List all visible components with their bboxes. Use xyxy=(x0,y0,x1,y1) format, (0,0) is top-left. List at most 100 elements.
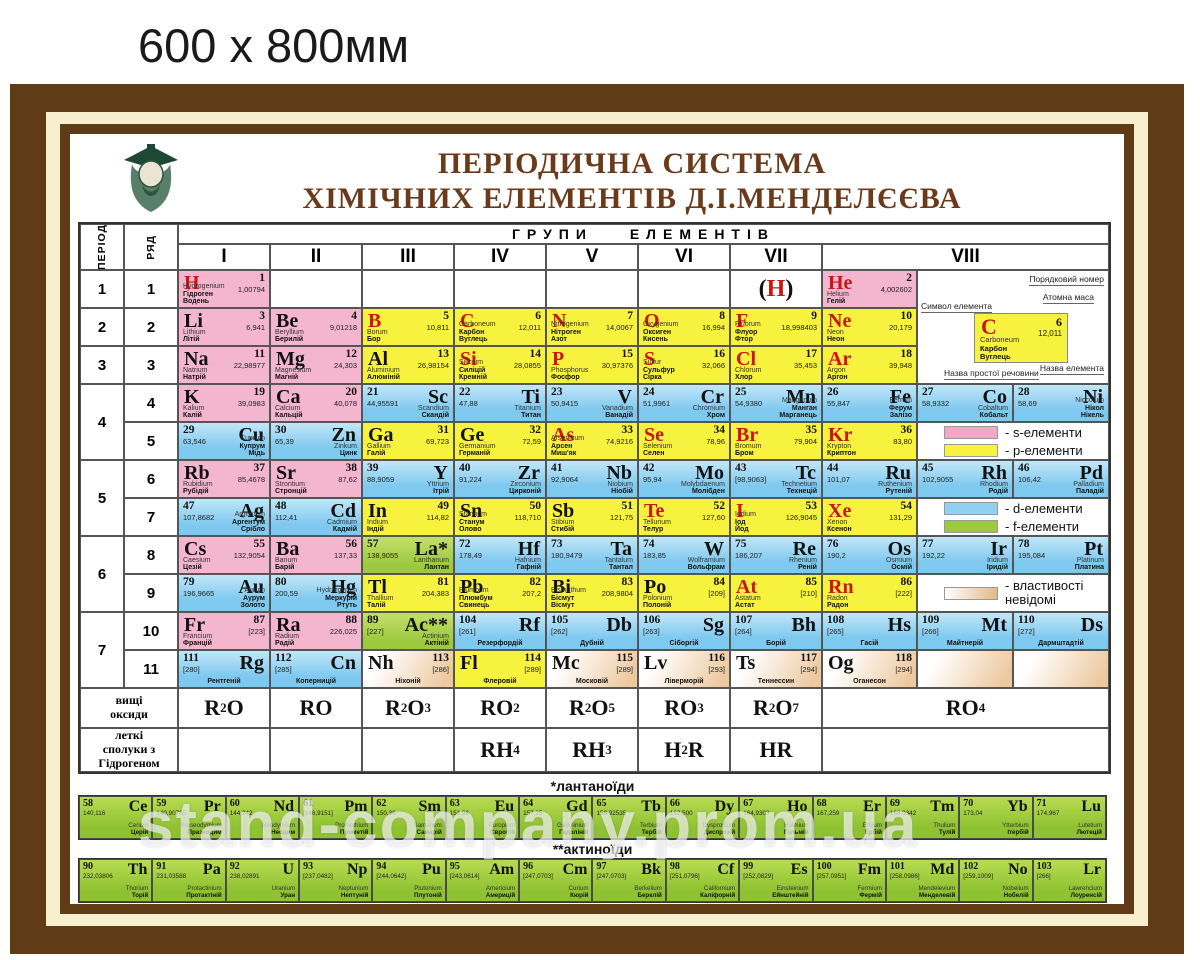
element-cell-Cn: Cn 112 [285] Коперницій xyxy=(270,650,362,688)
element-cell-I: I 53 126,9045 Iodium Іод Йод xyxy=(730,498,822,536)
sample-element-cell: C 6 12,011 Carboneum Карбон Вуглець xyxy=(974,313,1068,363)
element-cell-Fl: Fl 114 [289] Флеровій xyxy=(454,650,546,688)
element-cell-P: P 15 30,97376 Phosphorus Фосфор xyxy=(546,346,638,384)
period-number-4: 4 xyxy=(80,384,124,460)
element-cell-Cl: Cl 17 35,453 Chlorum Хлор xyxy=(730,346,822,384)
element-cell-Te: Te 52 127,60 Tellurium Телур xyxy=(638,498,730,536)
element-cell-Tm: 69 168,9342 Tm Thulium Тулій xyxy=(885,796,960,839)
element-cell-Tc: Tc 43 [98,9063] Technetium Технецій xyxy=(730,460,822,498)
element-cell-Nb: Nb 41 92,9064 Niobium Ніобій xyxy=(546,460,638,498)
legend-swatch xyxy=(944,519,998,533)
row-number-4: 4 xyxy=(124,384,178,422)
hydrogen-compound-formula xyxy=(362,728,454,772)
element-cell-Rh: Rh 45 102,9055 Rhodium Родій xyxy=(917,460,1013,498)
element-cell-Cs: Cs 55 132,9054 Caesium Цезій xyxy=(178,536,270,574)
element-cell-Ds: Ds 110 [272] Дармштадтій xyxy=(1013,612,1109,650)
element-cell-Pa: 91 231,03588 Pa Protactinium Протактіній xyxy=(152,859,226,902)
element-cell-Nd: 60 144,242 Nd Neodymium Неодим xyxy=(225,796,300,839)
element-name-label: Назва елемента xyxy=(1039,363,1104,375)
volatile-hydrogen-compounds-label: леткі сполуки з Гідрогеном xyxy=(80,728,178,772)
element-cell-Al: Al 13 26,98154 Aluminium Алюміній xyxy=(362,346,454,384)
element-cell-Zn: Zn 30 65,39 Zinkum Цинк xyxy=(270,422,362,460)
element-cell-S: S 16 32,066 Sulfur Сульфур Сірка xyxy=(638,346,730,384)
element-cell-Sn: Sn 50 118,710 Stannum Станум Олово xyxy=(454,498,546,536)
element-cell-Og: Og 118 [294] Оганесон xyxy=(822,650,917,688)
element-cell-Er: 68 167,259 Er Erbium Ербій xyxy=(812,796,886,839)
poster-size-label: 600 x 800мм xyxy=(138,19,410,72)
element-cell-Lu: 71 174,967 Lu Lutetium Лютецій xyxy=(1032,796,1106,839)
lanthanides-title: *лантаноїди xyxy=(550,778,635,794)
element-cell-Zr: Zr 40 91,224 Zirconium Цирконій xyxy=(454,460,546,498)
poster-panel: ПЕРІОДИЧНА СИСТЕМА ХІМІЧНИХ ЕЛЕМЕНТІВ Д.… xyxy=(60,124,1134,914)
element-cell-Os: Os 76 190,2 Osmium Осмій xyxy=(822,536,917,574)
oxide-formula: RO 3 xyxy=(638,688,730,728)
element-cell-B: B 5 10,811 Borum Бор xyxy=(362,308,454,346)
element-cell-Na: Na 11 22,98977 Natrium Натрій xyxy=(178,346,270,384)
element-key-legend: Порядковий номер Атомна маса Символ елемен… xyxy=(917,270,1109,384)
element-cell-Rf: Rf 104 [261] Резерфордій xyxy=(454,612,546,650)
element-cell-Si: Si 14 28,0855 Silicium Силіцій Кремній xyxy=(454,346,546,384)
element-cell-Fr: Fr 87 [223] Francium Францій xyxy=(178,612,270,650)
element-cell-H: H 1 1,00794 Hydrogenium Гідроген Водень xyxy=(178,270,270,308)
element-cell-Ca: Ca 20 40,078 Calcium Кальцій xyxy=(270,384,362,422)
oxide-formula: RO xyxy=(270,688,362,728)
element-cell-Pu: 94 [244,0642] Pu Plutonium Плутоній xyxy=(372,859,446,902)
element-cell-Cm: 96 [247,0703] Cm Curium Кюрій xyxy=(519,859,593,902)
element-cell-Ag: Ag 47 107,8682 Argentum Аргентум Срібло xyxy=(178,498,270,536)
group-numeral-III: III xyxy=(362,244,454,270)
element-cell-Ga: Ga 31 69,723 Gallium Галій xyxy=(362,422,454,460)
element-cell-Sr: Sr 38 87,62 Strontium Стронцій xyxy=(270,460,362,498)
actinides-title: **актиноїди xyxy=(552,841,633,857)
element-cell-Gd: 64 157,25 Gd Gadolinium Гадоліній xyxy=(519,796,593,839)
hydrogen-compound-formula xyxy=(270,728,362,772)
element-cell-Xe: Xe 54 131,29 Xenon Ксенон xyxy=(822,498,917,536)
period-column-label: ПЕРІОД xyxy=(80,224,124,270)
element-cell-Sc: Sc 21 44,95591 Scandium Скандій xyxy=(362,384,454,422)
element-cell-C: C 6 12,011 Carboneum Карбон Вуглець xyxy=(454,308,546,346)
legend-swatch xyxy=(944,501,998,515)
element-cell-K: K 19 39,0983 Kalium Калій xyxy=(178,384,270,422)
group-numeral-VI: VI xyxy=(638,244,730,270)
group-numeral-VIII: VIII xyxy=(822,244,1109,270)
element-cell-Mc: Mc 115 [289] Московій xyxy=(546,650,638,688)
row-number-6: 6 xyxy=(124,460,178,498)
groups-elements-header: ГРУПИ ЕЛЕМЕНТІВ xyxy=(178,224,1109,244)
element-cell-Mt: Mt 109 [266] Майтнерій xyxy=(917,612,1013,650)
element-cell-Tl: Tl 81 204,383 Thallium Талій xyxy=(362,574,454,612)
legend-swatch xyxy=(944,443,998,457)
element-cell-Li: Li 3 6,941 Lithium Літій xyxy=(178,308,270,346)
element-cell-V: V 23 50,9415 Vanadium Ванадій xyxy=(546,384,638,422)
poster-title-line1: ПЕРІОДИЧНА СИСТЕМА xyxy=(437,147,827,180)
element-cell-Mo: Mo 42 95,94 Molybdaenum Молібден xyxy=(638,460,730,498)
element-cell-Ru: Ru 44 101,07 Ruthenium Рутеній xyxy=(822,460,917,498)
element-cell-Dy: 66 162,500 Dy Dysprosium Диспрозій xyxy=(665,796,740,839)
element-cell-Sm: 62 150,36 Sm Samarium Самарій xyxy=(372,796,446,839)
element-cell-Hs: Hs 108 [265] Гасій xyxy=(822,612,917,650)
element-cell-Cr: Cr 24 51,9961 Chromium Хром xyxy=(638,384,730,422)
row-number-11: 11 xyxy=(124,650,178,688)
element-cell-Hf: Hf 72 178,49 Hafnium Гафній xyxy=(454,536,546,574)
element-cell-Ba: Ba 56 137,33 Barium Барій xyxy=(270,536,362,574)
empty-cell xyxy=(546,270,638,308)
legend-unknown-properties: - властивості невідомі xyxy=(917,574,1109,612)
element-cell-Cu: Cu 29 63,546 Cuprum Купрум Мідь xyxy=(178,422,270,460)
element-symbol-label: Символ елемента xyxy=(921,301,992,313)
element-cell-Fm: 100 [257,0951] Fm Fermium Фермій xyxy=(812,859,886,902)
element-cell-Pd: Pd 46 106,42 Palladium Паладій xyxy=(1013,460,1109,498)
element-cell-Db: Db 105 [262] Дубній xyxy=(546,612,638,650)
row-number-7: 7 xyxy=(124,498,178,536)
element-cell-Co: Co 27 58,9332 Cobaltum Кобальт xyxy=(917,384,1013,422)
periodic-table: ПЕРІОД РЯД ГРУПИ ЕЛЕМЕНТІВ I II III IV V VI VII VI… xyxy=(78,222,1111,774)
lanthanides-row: 58 140,116 Ce Cerium Церій 59 140,90765 Pr Prase… xyxy=(78,795,1107,840)
group-numeral-I: I xyxy=(178,244,270,270)
element-cell-Bh: Bh 107 [264] Борій xyxy=(730,612,822,650)
element-cell-Ni: Ni 28 58,69 Niccolum Нікол Нікель xyxy=(1013,384,1109,422)
actinides-row: 90 232,03806 Th Thorium Торій 91 231,03588 Pa Pr… xyxy=(78,858,1107,903)
element-cell-Re: Re 75 186,207 Rhenium Реній xyxy=(730,536,822,574)
poster-mat: ПЕРІОДИЧНА СИСТЕМА ХІМІЧНИХ ЕЛЕМЕНТІВ Д.… xyxy=(46,112,1148,926)
